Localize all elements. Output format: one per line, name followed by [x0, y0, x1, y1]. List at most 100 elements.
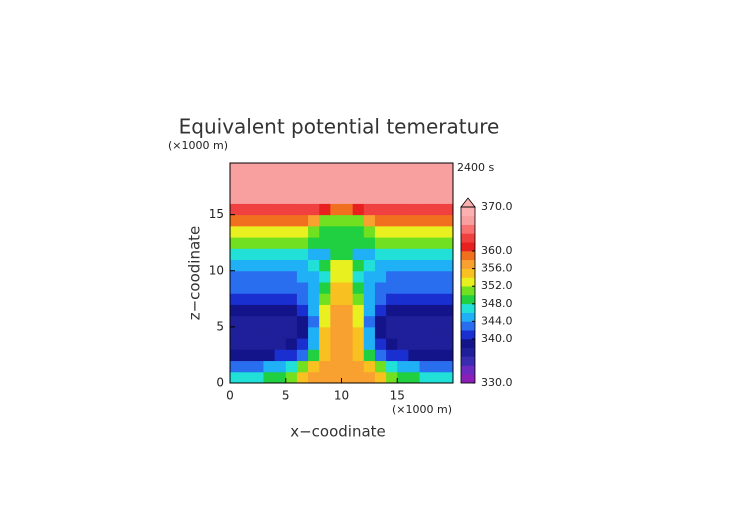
field-cell	[352, 203, 365, 216]
field-cell	[296, 360, 309, 373]
field-cell	[386, 203, 398, 216]
field-cell	[374, 214, 387, 227]
field-cell	[419, 360, 432, 373]
field-cell	[263, 248, 276, 261]
field-cell	[296, 259, 309, 272]
field-cell	[308, 237, 320, 249]
field-cell	[419, 169, 432, 182]
field-cell	[330, 281, 342, 294]
field-cell	[252, 360, 264, 373]
field-cell	[341, 169, 354, 182]
field-cell	[397, 237, 409, 249]
field-cell	[241, 315, 253, 328]
field-cell	[419, 338, 432, 350]
field-cell	[374, 237, 387, 249]
field-cell	[285, 326, 298, 339]
field-cell	[430, 360, 443, 373]
field-cell	[252, 315, 264, 328]
field-cell	[308, 338, 320, 350]
field-cell	[330, 192, 342, 204]
field-cell	[341, 349, 354, 362]
field-cell	[419, 326, 432, 339]
field-cell	[263, 169, 276, 182]
field-cell	[408, 371, 421, 384]
colorbar-band	[461, 347, 475, 357]
field-cell	[319, 338, 331, 350]
field-cell	[419, 281, 432, 294]
field-cell	[386, 163, 398, 171]
colorbar-band	[461, 207, 475, 217]
field-cell	[397, 281, 409, 294]
field-cell	[430, 163, 443, 171]
field-cell	[352, 326, 365, 339]
field-cell	[386, 214, 398, 227]
field-cell	[430, 259, 443, 272]
field-cell	[274, 237, 287, 249]
field-cell	[285, 180, 298, 193]
field-cell	[363, 270, 376, 283]
field-cell	[285, 371, 298, 384]
field-cell	[296, 338, 309, 350]
field-cell	[397, 293, 409, 305]
field-cell	[274, 315, 287, 328]
field-cell	[363, 326, 376, 339]
field-cell	[363, 214, 376, 227]
field-cell	[285, 192, 298, 204]
field-cell	[441, 225, 454, 238]
field-cell	[374, 349, 387, 362]
field-cell	[386, 248, 398, 261]
field-cell	[341, 237, 354, 249]
field-cell	[374, 180, 387, 193]
field-cell	[252, 214, 264, 227]
field-cell	[252, 169, 264, 182]
field-cell	[441, 248, 454, 261]
field-cell	[296, 315, 309, 328]
field-cell	[252, 304, 264, 317]
field-cell	[352, 180, 365, 193]
field-cell	[419, 192, 432, 204]
field-cell	[397, 214, 409, 227]
field-cell	[341, 225, 354, 238]
field-cell	[319, 304, 331, 317]
field-cell	[408, 248, 421, 261]
field-cell	[408, 315, 421, 328]
field-cell	[263, 237, 276, 249]
field-cell	[419, 304, 432, 317]
field-cell	[430, 371, 443, 384]
field-cell	[386, 270, 398, 283]
field-cell	[252, 270, 264, 283]
field-cell	[330, 371, 342, 384]
field-cell	[352, 259, 365, 272]
field-cell	[352, 169, 365, 182]
field-cell	[386, 304, 398, 317]
field-cell	[296, 293, 309, 305]
field-cell	[274, 270, 287, 283]
field-cell	[263, 214, 276, 227]
field-cell	[252, 237, 264, 249]
field-cell	[408, 360, 421, 373]
field-cell	[341, 338, 354, 350]
field-cell	[319, 180, 331, 193]
field-cell	[441, 371, 454, 384]
field-cell	[319, 281, 331, 294]
field-cell	[341, 248, 354, 261]
field-cell	[285, 169, 298, 182]
field-cell	[430, 225, 443, 238]
field-cell	[274, 180, 287, 193]
field-cell	[296, 203, 309, 216]
field-cell	[285, 281, 298, 294]
y-tick-label: 5	[216, 319, 224, 333]
field-cell	[274, 304, 287, 317]
field-cell	[274, 326, 287, 339]
field-cell	[386, 192, 398, 204]
field-cell	[374, 163, 387, 171]
field-cell	[374, 338, 387, 350]
field-cell	[408, 259, 421, 272]
y-unit: (×1000 m)	[168, 139, 228, 152]
field-cell	[274, 169, 287, 182]
field-cell	[441, 169, 454, 182]
field-cell	[363, 349, 376, 362]
colorbar-frame	[460, 206, 476, 384]
field-cell	[241, 237, 253, 249]
field-cell	[285, 360, 298, 373]
